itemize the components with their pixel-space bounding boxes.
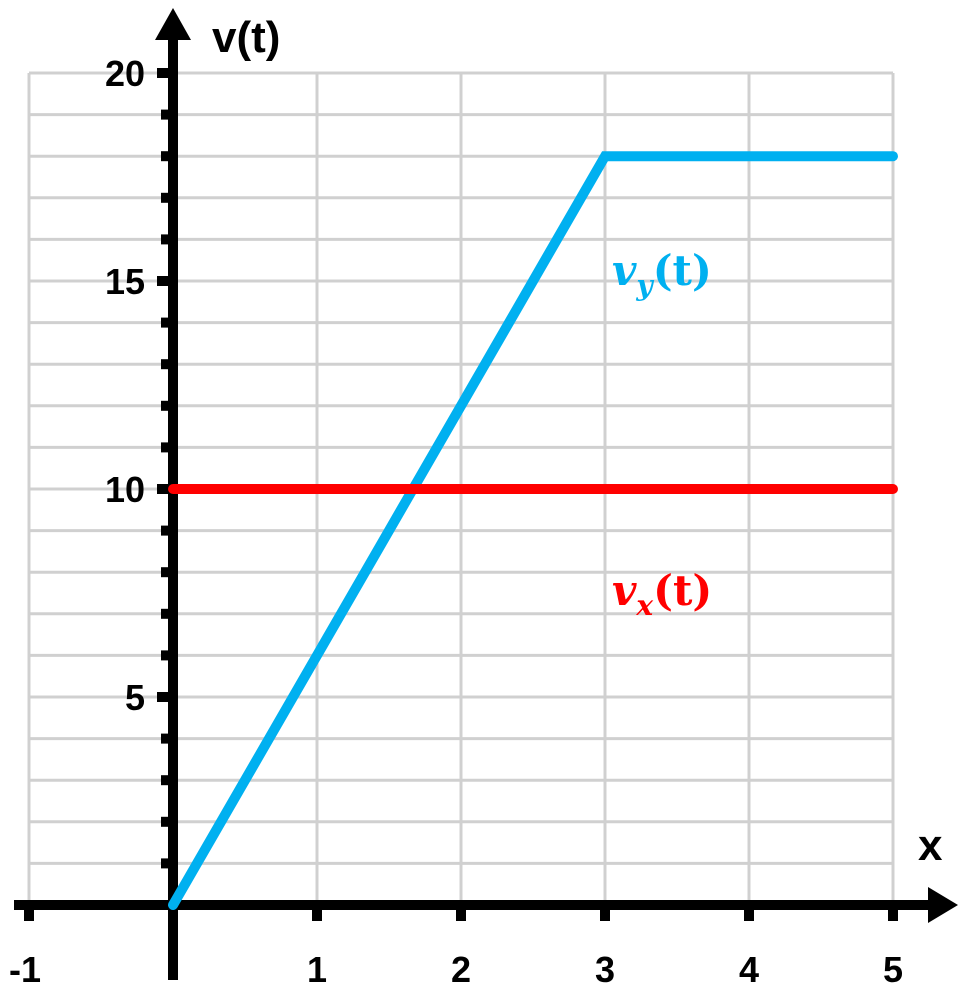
x-tick-label: 3: [595, 949, 615, 990]
y-axis-tick: [157, 68, 173, 78]
y-axis-tick: [161, 359, 173, 370]
data-series: [168, 151, 898, 910]
y-tick-label: 15: [105, 261, 145, 302]
y-axis-title: v(t): [212, 13, 280, 62]
x-axis-arrow-icon: [928, 887, 958, 923]
y-axis-tick: [161, 608, 173, 619]
y-axis-tick: [161, 151, 173, 162]
axes: [14, 8, 958, 980]
vx-label-sub: x: [635, 589, 653, 622]
y-axis-tick: [161, 109, 173, 120]
y-axis-tick: [161, 234, 173, 245]
y-axis-tick: [161, 525, 173, 536]
x-axis-tick: [600, 905, 610, 921]
x-axis-tick: [24, 905, 34, 921]
y-tick-label: 10: [105, 469, 145, 510]
x-axis-tick: [744, 905, 754, 921]
x-tick-label: 5: [883, 949, 903, 990]
vx-label-main: v: [612, 566, 637, 615]
y-axis-tick: [157, 484, 173, 494]
y-axis-tick: [161, 442, 173, 453]
vx-label-tail: (t): [653, 566, 712, 615]
y-axis-tick: [161, 650, 173, 661]
y-axis-tick: [161, 816, 173, 827]
y-axis-tick: [161, 400, 173, 411]
y-axis-tick: [161, 733, 173, 744]
y-tick-label: 5: [125, 677, 145, 718]
y-axis-tick: [157, 692, 173, 702]
x-tick-label: 4: [739, 949, 759, 990]
vy-label-main: v: [612, 246, 637, 295]
x-axis-tick: [312, 905, 322, 921]
x-axis-title: x: [918, 821, 943, 870]
y-axis-tick: [161, 775, 173, 786]
y-axis-tick: [161, 567, 173, 578]
vy-line: [168, 151, 898, 910]
x-axis-tick: [888, 905, 898, 921]
vx-series-label: vx(t): [612, 566, 712, 622]
y-axis-tick: [161, 317, 173, 328]
vy-label-tail: (t): [653, 246, 712, 295]
x-tick-label: 2: [451, 949, 471, 990]
x-tick-label: 1: [307, 949, 327, 990]
y-axis-arrow-icon: [155, 8, 191, 40]
vy-series-label: vy(t): [612, 246, 712, 302]
vy-label-sub: y: [635, 269, 654, 302]
x-tick-label: -1: [9, 949, 41, 990]
y-tick-label: 20: [105, 53, 145, 94]
y-axis-tick: [161, 858, 173, 869]
y-axis-tick: [157, 276, 173, 286]
y-axis-tick: [161, 192, 173, 203]
x-axis-tick: [456, 905, 466, 921]
